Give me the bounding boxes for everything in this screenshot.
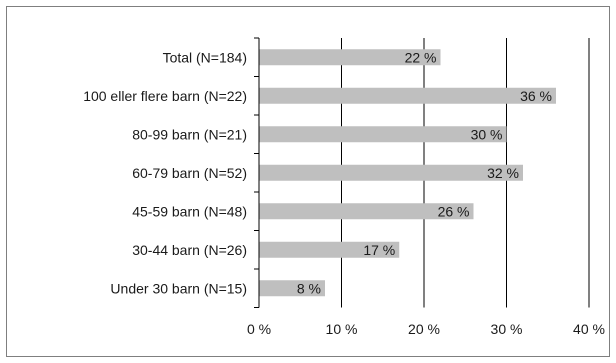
bar-2	[259, 126, 507, 143]
x-tick-label-10: 10 %	[326, 321, 358, 337]
data-label-3: 32 %	[487, 165, 519, 181]
category-label-2: 80-99 barn (N=21)	[132, 126, 247, 142]
bar-1	[259, 87, 556, 104]
category-label-6: Under 30 barn (N=15)	[110, 280, 247, 296]
data-label-1: 36 %	[520, 88, 552, 104]
data-label-4: 26 %	[438, 203, 470, 219]
bar-0	[259, 49, 441, 66]
data-label-5: 17 %	[363, 242, 395, 258]
x-tick-label-40: 40 %	[573, 321, 605, 337]
bar-5	[259, 241, 400, 258]
category-label-5: 30-44 barn (N=26)	[132, 242, 247, 258]
bar-3	[259, 164, 523, 181]
category-label-0: Total (N=184)	[163, 49, 247, 65]
bar-6	[259, 280, 325, 297]
category-label-4: 45-59 barn (N=48)	[132, 203, 247, 219]
bar-4	[259, 203, 474, 220]
x-tick-label-0: 0 %	[247, 321, 271, 337]
data-label-0: 22 %	[405, 49, 437, 65]
x-tick-label-20: 20 %	[408, 321, 440, 337]
x-tick-label-30: 30 %	[491, 321, 523, 337]
category-label-3: 60-79 barn (N=52)	[132, 165, 247, 181]
data-label-2: 30 %	[471, 126, 503, 142]
data-label-6: 8 %	[297, 280, 321, 296]
category-label-1: 100 eller flere barn (N=22)	[83, 88, 247, 104]
